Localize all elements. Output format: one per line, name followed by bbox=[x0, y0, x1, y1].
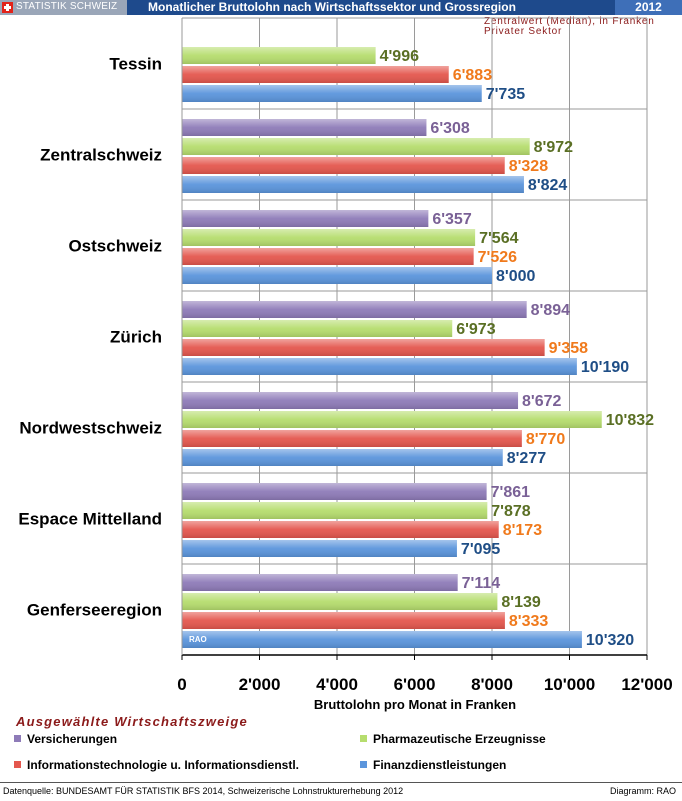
category-label: Nordwestschweiz bbox=[19, 419, 162, 438]
data-label: 6'883 bbox=[453, 67, 493, 84]
data-label: 7'878 bbox=[491, 503, 530, 520]
bar-shade bbox=[182, 483, 487, 500]
year-text: 2012 bbox=[635, 0, 662, 14]
category-label: Zürich bbox=[110, 328, 162, 347]
bar-shade bbox=[182, 85, 482, 102]
legend-label: Versicherungen bbox=[27, 732, 118, 746]
legend-label: Informationstechnologie u. Informationsd… bbox=[27, 758, 300, 772]
data-label: 6'973 bbox=[456, 321, 496, 338]
x-tick-label: 4'000 bbox=[316, 675, 358, 694]
data-label: 8'173 bbox=[503, 522, 543, 539]
footer-diagram-credit: Diagramm: RAO bbox=[609, 786, 676, 796]
data-label: 9'358 bbox=[549, 340, 589, 357]
bar-shade bbox=[182, 449, 503, 466]
bar-shade bbox=[182, 157, 505, 174]
x-tick-label: 8'000 bbox=[471, 675, 513, 694]
bar-shade bbox=[182, 411, 602, 428]
year-badge: 2012 bbox=[615, 0, 682, 15]
bar-shade bbox=[182, 119, 427, 136]
data-label: 7'114 bbox=[462, 575, 501, 592]
x-tick-label: 6'000 bbox=[394, 675, 436, 694]
data-label: 10'832 bbox=[606, 412, 654, 429]
data-label: 10'190 bbox=[581, 359, 629, 376]
chart-subtitle-2: Privater Sektor bbox=[484, 26, 563, 37]
legend-swatch bbox=[14, 761, 21, 768]
bar-shade bbox=[182, 176, 524, 193]
data-label: 7'526 bbox=[478, 249, 518, 266]
data-label: 8'770 bbox=[526, 431, 566, 448]
data-label: 8'672 bbox=[522, 393, 562, 410]
category-label: Tessin bbox=[109, 55, 162, 74]
footer-divider bbox=[0, 782, 682, 783]
legend-swatch bbox=[14, 735, 21, 742]
x-axis-label: Bruttolohn pro Monat in Franken bbox=[313, 697, 517, 712]
legend-label: Finanzdienstleistungen bbox=[373, 758, 507, 772]
legend-label: Pharmazeutische Erzeugnisse bbox=[373, 732, 546, 746]
bar-shade bbox=[182, 267, 492, 284]
category-label: Ostschweiz bbox=[68, 237, 162, 256]
data-label: 8'139 bbox=[501, 594, 540, 611]
data-label: 7'735 bbox=[486, 86, 526, 103]
legend-item-pharma: Pharmazeutische Erzeugnisse bbox=[360, 732, 546, 746]
legend-item-versicherungen: Versicherungen bbox=[14, 732, 117, 746]
x-tick-label: 0 bbox=[177, 675, 186, 694]
bar-shade bbox=[182, 574, 458, 591]
chart-subtitle-1: Zentralwert (Median), in Franken bbox=[484, 16, 655, 27]
bar-shade bbox=[182, 229, 476, 246]
legend-title: Ausgewählte Wirtschaftszweige bbox=[16, 714, 248, 729]
bar-shade bbox=[182, 392, 519, 409]
data-label: 7'861 bbox=[491, 484, 531, 501]
data-label: 8'000 bbox=[496, 268, 536, 285]
data-label: 8'972 bbox=[534, 139, 574, 156]
chart-title: Monatlicher Bruttolohn nach Wirtschaftss… bbox=[148, 0, 516, 14]
bar-shade bbox=[182, 320, 453, 337]
brand-name: STATISTIK SCHWEIZ bbox=[16, 1, 118, 12]
x-tick-label: 2'000 bbox=[239, 675, 281, 694]
data-label: 7'095 bbox=[461, 541, 501, 558]
data-label: 6'357 bbox=[432, 211, 472, 228]
bar-shade bbox=[182, 612, 505, 629]
legend-item-it: Informationstechnologie u. Informationsd… bbox=[14, 758, 299, 772]
bar-shade bbox=[182, 631, 582, 648]
footer-source: Datenquelle: BUNDESAMT FÜR STATISTIK BFS… bbox=[3, 786, 404, 796]
data-label: 6'308 bbox=[430, 120, 470, 137]
bar-shade bbox=[182, 47, 376, 64]
data-label: 10'320 bbox=[586, 632, 634, 649]
bar-shade bbox=[182, 593, 498, 610]
x-tick-label: 10'000 bbox=[544, 675, 595, 694]
watermark-text: RAO bbox=[189, 635, 207, 644]
bar-shade bbox=[182, 430, 522, 447]
bar-shade bbox=[182, 339, 545, 356]
data-label: 8'328 bbox=[509, 158, 548, 175]
legend-swatch bbox=[360, 735, 367, 742]
data-label: 4'996 bbox=[380, 48, 420, 65]
legend-item-finanz: Finanzdienstleistungen bbox=[360, 758, 506, 772]
data-label: 8'894 bbox=[531, 302, 571, 319]
bar-shade bbox=[182, 210, 429, 227]
data-label: 8'824 bbox=[528, 177, 568, 194]
category-label: Espace Mittelland bbox=[18, 510, 162, 529]
category-label: Genferseeregion bbox=[27, 601, 162, 620]
bar-shade bbox=[182, 66, 449, 83]
bar-shade bbox=[182, 301, 527, 318]
bar-shade bbox=[182, 138, 530, 155]
header-bar: STATISTIK SCHWEIZ Monatlicher Bruttolohn… bbox=[0, 0, 682, 15]
x-tick-label: 12'000 bbox=[621, 675, 672, 694]
legend-swatch bbox=[360, 761, 367, 768]
swiss-flag-icon bbox=[2, 2, 13, 13]
data-label: 8'333 bbox=[509, 613, 549, 630]
data-label: 7'564 bbox=[479, 230, 518, 247]
bar-shade bbox=[182, 248, 474, 265]
bar-shade bbox=[182, 502, 488, 519]
category-label: Zentralschweiz bbox=[40, 146, 162, 165]
bar-shade bbox=[182, 358, 577, 375]
bar-chart: Tessin 4'996 6'883 7'735 Zentralschweiz 6'308… bbox=[18, 17, 673, 694]
brand-block: STATISTIK SCHWEIZ bbox=[0, 0, 127, 15]
data-label: 8'277 bbox=[507, 450, 547, 467]
bar-shade bbox=[182, 540, 457, 557]
bar-shade bbox=[182, 521, 499, 538]
